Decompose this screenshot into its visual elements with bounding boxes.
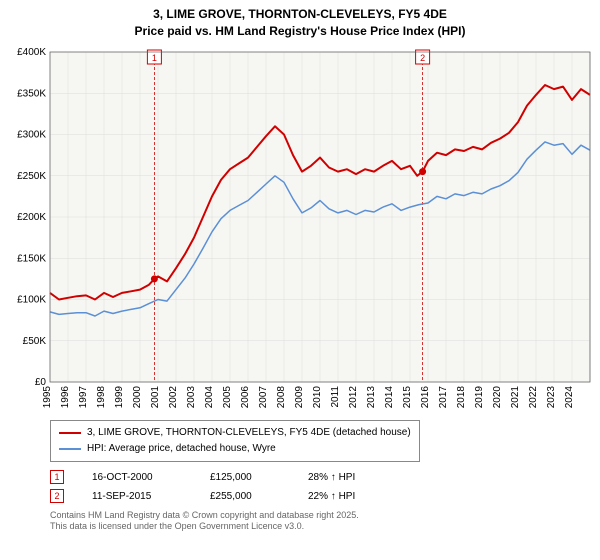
svg-text:2014: 2014: [384, 385, 395, 408]
svg-text:2023: 2023: [546, 385, 557, 408]
svg-text:2016: 2016: [420, 385, 431, 408]
svg-text:2013: 2013: [366, 385, 377, 408]
svg-text:2011: 2011: [330, 385, 341, 407]
svg-text:1996: 1996: [60, 385, 71, 408]
svg-text:2015: 2015: [402, 385, 413, 408]
transaction-date: 11-SEP-2015: [92, 487, 182, 506]
svg-text:2007: 2007: [258, 385, 269, 408]
svg-text:2008: 2008: [276, 385, 287, 408]
svg-text:2006: 2006: [240, 385, 251, 408]
transaction-row: 2 11-SEP-2015 £255,000 22% ↑ HPI: [50, 487, 594, 506]
svg-text:1997: 1997: [78, 385, 89, 408]
svg-text:2010: 2010: [312, 385, 323, 408]
svg-text:2017: 2017: [438, 385, 449, 408]
legend-label: 3, LIME GROVE, THORNTON-CLEVELEYS, FY5 4…: [87, 425, 411, 441]
svg-text:£100K: £100K: [17, 294, 46, 305]
svg-text:1: 1: [152, 53, 157, 63]
svg-text:2002: 2002: [168, 385, 179, 408]
svg-text:2012: 2012: [348, 385, 359, 408]
footnote-line: This data is licensed under the Open Gov…: [50, 521, 594, 533]
legend-item-price-paid: 3, LIME GROVE, THORNTON-CLEVELEYS, FY5 4…: [59, 425, 411, 441]
svg-text:£350K: £350K: [17, 88, 46, 99]
legend-item-hpi: HPI: Average price, detached house, Wyre: [59, 441, 411, 457]
title-subtitle: Price paid vs. HM Land Registry's House …: [6, 23, 594, 40]
transaction-price: £125,000: [210, 468, 280, 487]
transaction-diff: 28% ↑ HPI: [308, 468, 388, 487]
svg-text:1995: 1995: [42, 385, 53, 408]
svg-text:2: 2: [420, 53, 425, 63]
transaction-badge: 2: [50, 489, 64, 503]
chart-title-block: 3, LIME GROVE, THORNTON-CLEVELEYS, FY5 4…: [6, 6, 594, 40]
svg-text:2020: 2020: [492, 385, 503, 408]
transaction-date: 16-OCT-2000: [92, 468, 182, 487]
svg-text:2003: 2003: [186, 385, 197, 408]
transaction-price: £255,000: [210, 487, 280, 506]
svg-text:£150K: £150K: [17, 253, 46, 264]
svg-text:2009: 2009: [294, 385, 305, 408]
transactions-table: 1 16-OCT-2000 £125,000 28% ↑ HPI 2 11-SE…: [50, 468, 594, 506]
svg-text:1999: 1999: [114, 385, 125, 408]
svg-text:2005: 2005: [222, 385, 233, 408]
svg-text:1998: 1998: [96, 385, 107, 408]
svg-text:2001: 2001: [150, 385, 161, 408]
svg-text:£50K: £50K: [23, 335, 47, 346]
transaction-diff: 22% ↑ HPI: [308, 487, 388, 506]
svg-text:2019: 2019: [474, 385, 485, 408]
svg-text:2018: 2018: [456, 385, 467, 408]
legend-swatch: [59, 432, 81, 434]
footnote: Contains HM Land Registry data © Crown c…: [50, 510, 594, 533]
svg-text:2022: 2022: [528, 385, 539, 408]
svg-text:£300K: £300K: [17, 129, 46, 140]
price-chart: £0£50K£100K£150K£200K£250K£300K£350K£400…: [6, 44, 594, 414]
transaction-row: 1 16-OCT-2000 £125,000 28% ↑ HPI: [50, 468, 594, 487]
legend-label: HPI: Average price, detached house, Wyre: [87, 441, 276, 457]
svg-text:2000: 2000: [132, 385, 143, 408]
footnote-line: Contains HM Land Registry data © Crown c…: [50, 510, 594, 522]
svg-text:£250K: £250K: [17, 170, 46, 181]
svg-text:2004: 2004: [204, 385, 215, 408]
title-address: 3, LIME GROVE, THORNTON-CLEVELEYS, FY5 4…: [6, 6, 594, 23]
svg-text:2021: 2021: [510, 385, 521, 408]
svg-text:2024: 2024: [564, 385, 575, 408]
svg-text:£400K: £400K: [17, 47, 46, 58]
transaction-badge: 1: [50, 470, 64, 484]
legend: 3, LIME GROVE, THORNTON-CLEVELEYS, FY5 4…: [50, 420, 420, 462]
svg-text:£200K: £200K: [17, 212, 46, 223]
legend-swatch: [59, 448, 81, 450]
